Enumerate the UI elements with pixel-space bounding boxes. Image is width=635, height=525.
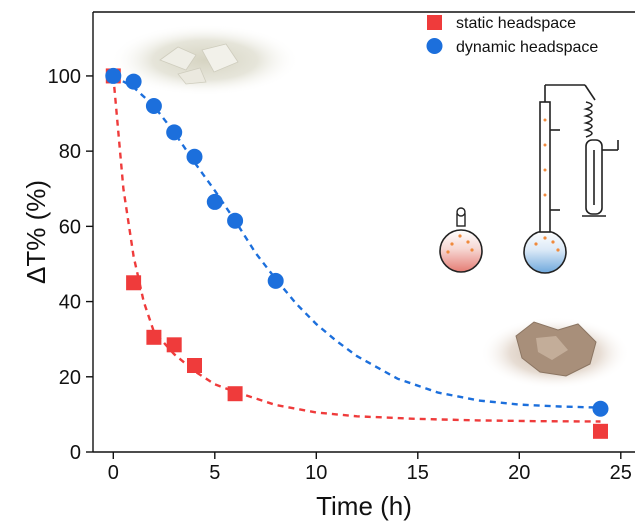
rock-sample-photo-icon — [480, 317, 630, 389]
x-tick-label: 10 — [305, 462, 327, 484]
data-point-dynamic — [592, 400, 609, 417]
x-tick-label: 20 — [508, 462, 530, 484]
legend-label-dynamic: dynamic headspace — [456, 39, 598, 56]
data-point-static — [592, 423, 608, 439]
legend-label-static: static headspace — [456, 15, 576, 32]
legend: static headspace dynamic headspace — [426, 15, 598, 56]
distillation-apparatus-icon — [539, 84, 619, 233]
axes — [92, 11, 635, 453]
y-axis-label: ΔT% (%) — [21, 180, 51, 284]
data-point-static — [166, 337, 182, 353]
data-point-dynamic — [105, 67, 122, 84]
data-point-group — [105, 67, 609, 439]
crystal-photo-icon — [110, 24, 300, 96]
flask-static-headspace-icon — [439, 207, 483, 273]
data-point-dynamic — [125, 73, 142, 90]
y-tick-label: 40 — [59, 292, 81, 314]
data-point-dynamic — [186, 148, 203, 165]
data-point-dynamic — [206, 193, 223, 210]
x-axis-label: Time (h) — [316, 491, 412, 521]
data-point-static — [146, 329, 162, 345]
data-point-static — [227, 386, 243, 402]
flask-dynamic-headspace-icon — [523, 230, 567, 274]
legend-marker-static — [427, 15, 442, 30]
data-point-dynamic — [227, 212, 244, 229]
y-tick-label: 60 — [59, 216, 81, 238]
data-point-dynamic — [166, 124, 183, 141]
data-point-static — [126, 275, 142, 291]
y-tick-label: 0 — [70, 442, 81, 464]
y-tick-label: 20 — [59, 367, 81, 389]
data-point-dynamic — [145, 98, 162, 115]
x-tick-label: 0 — [108, 462, 119, 484]
x-tick-label: 15 — [407, 462, 429, 484]
tick-group: 0 5 10 15 20 25 0 20 40 60 80 100 — [48, 66, 632, 484]
y-tick-label: 80 — [59, 141, 81, 163]
x-tick-label: 5 — [209, 462, 220, 484]
data-point-static — [186, 358, 202, 374]
x-tick-label: 25 — [610, 462, 632, 484]
data-point-dynamic — [267, 272, 284, 289]
legend-marker-dynamic — [426, 38, 443, 54]
y-tick-label: 100 — [48, 66, 81, 88]
